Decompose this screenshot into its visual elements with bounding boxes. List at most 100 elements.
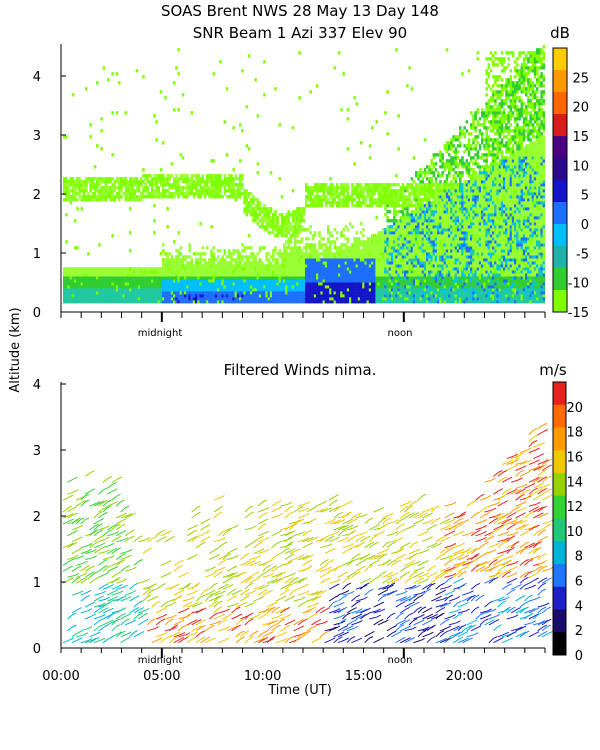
snr-cell xyxy=(287,300,290,304)
snr-cell xyxy=(366,264,370,268)
snr-cell xyxy=(256,213,260,217)
snr-cell xyxy=(342,264,345,268)
snr-cell xyxy=(353,279,356,283)
snr-cell xyxy=(419,234,422,238)
snr-cell xyxy=(208,291,211,295)
snr-cell xyxy=(201,270,205,274)
snr-cell xyxy=(327,249,330,253)
snr-cell xyxy=(212,189,216,193)
snr-cell xyxy=(241,300,244,304)
snr-cell xyxy=(371,234,374,238)
snr-cell xyxy=(276,219,279,223)
snr-cell xyxy=(351,252,354,256)
snr-cell xyxy=(415,261,418,265)
snr-cell xyxy=(265,210,268,214)
snr-cell xyxy=(236,276,240,280)
snr-cell xyxy=(157,294,161,298)
snr-cell xyxy=(173,282,176,286)
snr-cell xyxy=(124,111,128,115)
snr-cell xyxy=(230,276,233,280)
snr-cell xyxy=(302,213,306,217)
snr-cell xyxy=(441,276,444,280)
snr-cell xyxy=(423,240,427,244)
snr-cell xyxy=(406,237,409,241)
snr-cell xyxy=(384,300,387,304)
snr-cell xyxy=(404,279,407,283)
snr-cell xyxy=(269,264,273,268)
snr-cell xyxy=(122,267,125,271)
snr-cell xyxy=(410,252,414,256)
snr-cell xyxy=(214,294,218,298)
snr-cell xyxy=(265,288,268,292)
snr-cell xyxy=(430,252,433,256)
snr-cell xyxy=(351,267,354,271)
snr-cell xyxy=(351,255,354,259)
snr-cell xyxy=(78,291,81,295)
snr-cell xyxy=(159,270,163,274)
snr-cell xyxy=(210,192,213,196)
snr-cell xyxy=(419,294,422,298)
snr-cell xyxy=(443,183,447,187)
snr-cell xyxy=(426,204,429,208)
snr-cell xyxy=(349,291,352,295)
snr-cell xyxy=(298,228,301,232)
snr-cell xyxy=(82,288,86,292)
snr-cell xyxy=(423,261,427,265)
snr-cell xyxy=(276,267,279,271)
snr-cell xyxy=(322,252,326,256)
snr-cell xyxy=(155,279,158,283)
snr-cell xyxy=(269,300,273,304)
snr-cell xyxy=(291,279,295,283)
snr-cell xyxy=(111,192,114,196)
snr-cell xyxy=(287,267,290,271)
snr-cell xyxy=(459,267,462,271)
snr-cell xyxy=(201,288,205,292)
snr-cell xyxy=(93,279,97,283)
snr-cell xyxy=(338,294,341,298)
snr-cell xyxy=(74,270,77,274)
snr-cell xyxy=(247,297,251,301)
snr-cell xyxy=(245,264,249,268)
snr-title: SOAS Brent NWS 28 May 13 Day 148 xyxy=(161,2,439,20)
snr-cell xyxy=(274,264,277,268)
snr-cell xyxy=(247,201,251,205)
snr-cell xyxy=(366,246,370,250)
snr-cell xyxy=(450,162,453,166)
snr-cell xyxy=(423,171,427,175)
snr-cell xyxy=(269,294,273,298)
snr-cell xyxy=(87,288,90,292)
snr-cell xyxy=(230,192,233,196)
snr-cell xyxy=(423,138,427,142)
snr-cell xyxy=(199,255,202,259)
snr-cell xyxy=(245,204,249,208)
snr-cell xyxy=(397,291,400,295)
snr-cell xyxy=(89,279,92,283)
snr-cell xyxy=(445,159,449,163)
snr-cell xyxy=(102,285,106,289)
snr-cell xyxy=(410,183,414,187)
snr-cell xyxy=(190,180,194,184)
snr-cell xyxy=(404,291,407,295)
snr-cell xyxy=(186,300,189,304)
snr-cell xyxy=(296,276,299,280)
snr-cell xyxy=(85,273,88,277)
snr-cell xyxy=(272,282,275,286)
snr-cell xyxy=(285,222,288,226)
snr-cell xyxy=(410,267,414,271)
snr-cell xyxy=(122,279,125,283)
snr-cell xyxy=(439,156,442,160)
snr-cell xyxy=(195,267,198,271)
snr-cell xyxy=(406,288,409,292)
snr-cell xyxy=(437,231,440,235)
snr-cell xyxy=(408,291,411,295)
snr-cell xyxy=(210,285,213,289)
snr-cell xyxy=(404,270,407,274)
snr-cell xyxy=(203,180,207,184)
snr-cell xyxy=(177,231,180,235)
snr-cell xyxy=(406,249,409,253)
snr-cell xyxy=(133,279,136,283)
snr-cell xyxy=(140,183,143,187)
snr-cell xyxy=(390,273,394,277)
snr-cell xyxy=(311,267,315,271)
snr-cell xyxy=(291,219,295,223)
